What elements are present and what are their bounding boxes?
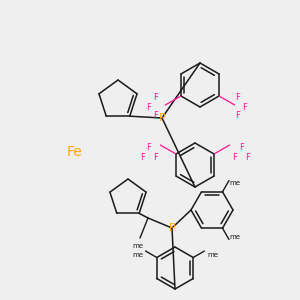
- Text: F: F: [235, 110, 240, 119]
- Text: F: F: [146, 142, 151, 152]
- Text: F: F: [140, 152, 145, 161]
- Text: F: F: [153, 110, 158, 119]
- Text: F: F: [153, 152, 158, 161]
- Text: me: me: [207, 252, 218, 258]
- Text: F: F: [153, 92, 158, 101]
- Text: F: F: [239, 142, 244, 152]
- Text: me: me: [133, 243, 143, 249]
- Text: Fe: Fe: [67, 145, 83, 159]
- Text: F: F: [232, 152, 237, 161]
- Text: F: F: [146, 103, 151, 112]
- Text: P: P: [159, 113, 165, 123]
- Text: me: me: [230, 234, 241, 240]
- Text: me: me: [132, 252, 143, 258]
- Text: me: me: [230, 180, 241, 186]
- Text: P: P: [169, 223, 176, 233]
- Text: F: F: [235, 92, 240, 101]
- Text: F: F: [242, 103, 247, 112]
- Text: F: F: [245, 152, 250, 161]
